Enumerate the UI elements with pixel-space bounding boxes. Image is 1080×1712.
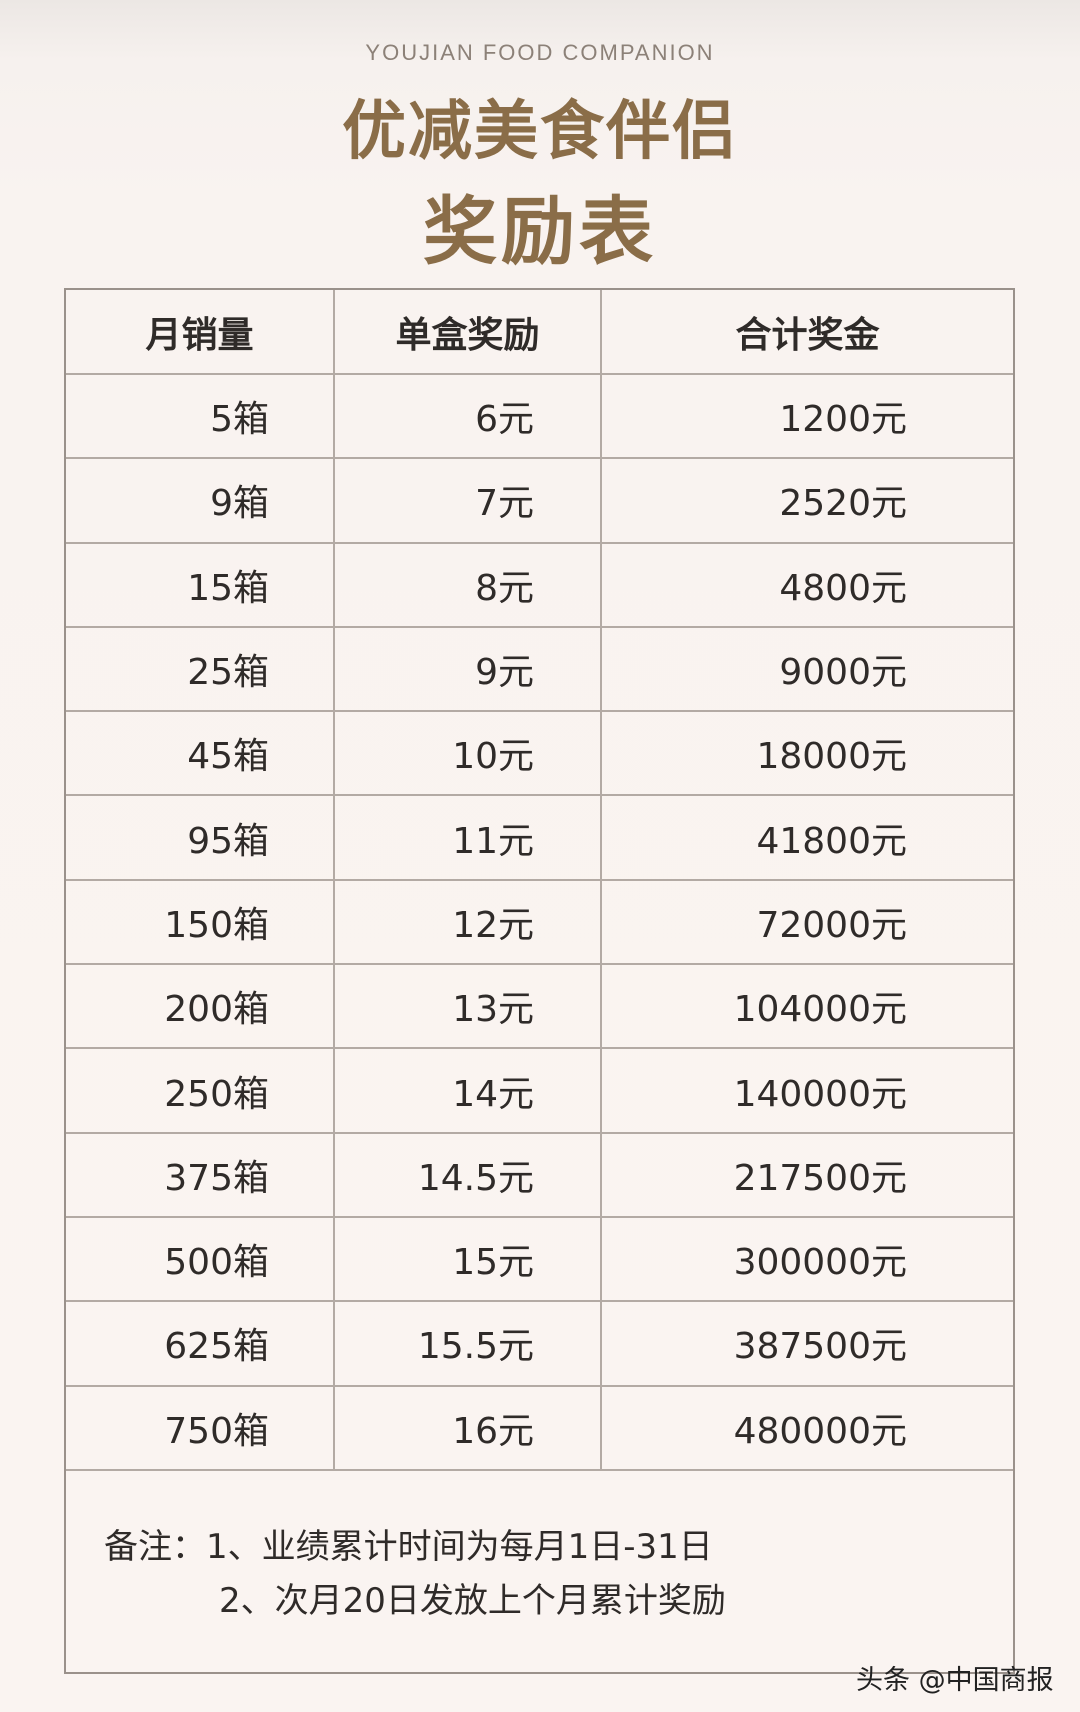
monthly-sales-cell: 9箱 [66,459,335,542]
per-box-reward-cell: 8元 [335,543,602,626]
column-header-per-box-reward: 单盒奖励 [335,290,602,373]
table-row: 150箱 12元 72000元 [66,880,1013,966]
note-line-1: 备注：1、业绩累计时间为每月1日-31日 [104,1526,713,1567]
total-bonus-cell: 9000元 [779,652,907,694]
table-row: 500箱 15元 300000元 [66,1217,1013,1303]
per-box-reward-cell: 12元 [335,880,602,964]
title-brand: 优减美食伴侣 [342,95,738,169]
per-box-reward-cell: 6元 [335,375,602,458]
total-bonus-cell: 41800元 [756,820,907,862]
table-row: 200箱 13元 104000元 [66,965,1013,1050]
total-bonus-cell: 217500元 [733,1157,907,1199]
per-box-reward-cell: 9元 [335,627,602,711]
total-bonus-cell: 72000元 [756,904,907,946]
table-row: 625箱 15.5元 387500元 [66,1302,1013,1387]
subtitle-english: YOUJIAN FOOD COMPANION [365,40,715,65]
per-box-reward-cell: 15.5元 [335,1302,602,1385]
table-header-row: 月销量 单盒奖励 合计奖金 [66,290,1013,375]
per-box-reward-cell: 16元 [335,1386,602,1469]
table-row: 5箱 6元 1200元 [66,375,1013,460]
note-line-2: 2、次月20日发放上个月累计奖励 [219,1580,726,1621]
table-row: 15箱 8元 4800元 [66,543,1013,628]
total-bonus-cell: 104000元 [733,989,907,1031]
monthly-sales-cell: 95箱 [66,796,335,879]
monthly-sales-cell: 500箱 [66,1217,335,1301]
monthly-sales-cell: 5箱 [66,375,335,458]
monthly-sales-cell: 625箱 [66,1302,335,1385]
title-reward-table: 奖励表 [423,189,657,275]
monthly-sales-cell: 250箱 [66,1049,335,1132]
table-row: 750箱 16元 480000元 [66,1386,1013,1471]
table-row: 250箱 14元 140000元 [66,1049,1013,1134]
per-box-reward-cell: 10元 [335,712,602,795]
total-bonus-cell: 140000元 [733,1073,907,1115]
total-bonus-cell: 2520元 [779,483,907,525]
total-bonus-cell: 480000元 [733,1410,907,1452]
monthly-sales-cell: 150箱 [66,880,335,964]
column-header-monthly-sales: 月销量 [66,290,335,373]
per-box-reward-cell: 11元 [335,796,602,879]
monthly-sales-cell: 15箱 [66,543,335,626]
monthly-sales-cell: 750箱 [66,1386,335,1469]
monthly-sales-cell: 25箱 [66,627,335,711]
total-bonus-cell: 4800元 [779,567,907,609]
table-row: 375箱 14.5元 217500元 [66,1133,1013,1218]
table-row: 25箱 9元 9000元 [66,627,1013,713]
total-bonus-cell: 1200元 [779,399,907,441]
table-row: 9箱 7元 2520元 [66,459,1013,544]
monthly-sales-cell: 375箱 [66,1133,335,1216]
watermark: 头条 @中国商报 [856,1665,1054,1696]
per-box-reward-cell: 13元 [335,965,602,1048]
table-row: 95箱 11元 41800元 [66,796,1013,881]
column-header-total-bonus: 合计奖金 [735,314,880,356]
reward-table: 月销量 单盒奖励 合计奖金 5箱 6元 1200元 9箱 7元 2520元 15箱 8元 480… [64,288,1015,1674]
total-bonus-cell: 18000元 [756,736,907,778]
per-box-reward-cell: 7元 [335,459,602,542]
per-box-reward-cell: 14元 [335,1049,602,1132]
notes-box: 备注：1、业绩累计时间为每月1日-31日 2、次月20日发放上个月累计奖励 [66,1471,1013,1672]
per-box-reward-cell: 15元 [335,1217,602,1301]
monthly-sales-cell: 200箱 [66,965,335,1048]
monthly-sales-cell: 45箱 [66,712,335,795]
total-bonus-cell: 300000元 [733,1242,907,1284]
total-bonus-cell: 387500元 [733,1326,907,1368]
per-box-reward-cell: 14.5元 [335,1133,602,1216]
table-row: 45箱 10元 18000元 [66,712,1013,797]
